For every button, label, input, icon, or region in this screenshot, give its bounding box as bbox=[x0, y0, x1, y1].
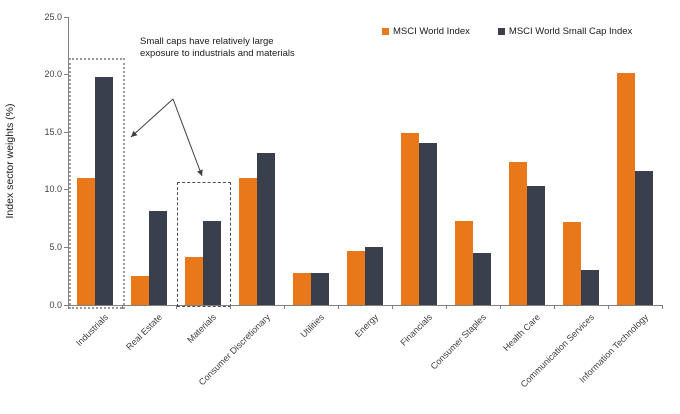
x-tick-mark bbox=[392, 305, 393, 309]
x-tick-mark bbox=[338, 305, 339, 309]
x-tick-mark bbox=[554, 305, 555, 309]
x-axis-label: Real Estate bbox=[124, 312, 165, 352]
bar-real-estate-s1 bbox=[149, 210, 167, 305]
y-tick-label: 20.0 bbox=[44, 69, 62, 80]
x-axis-label: Utilities bbox=[298, 312, 327, 340]
y-tick-mark bbox=[64, 131, 68, 133]
y-tick-label: 15.0 bbox=[44, 126, 62, 137]
bar-energy-s1 bbox=[365, 247, 383, 305]
x-tick-mark bbox=[230, 305, 231, 309]
bar-consumer-staples-s1 bbox=[473, 253, 491, 305]
bar-industrials-s1 bbox=[95, 76, 113, 305]
legend-item-msci-world-index: MSCI World Index bbox=[382, 26, 470, 37]
annotation-text: Small caps have relatively large exposur… bbox=[140, 36, 295, 60]
highlight-box-materials bbox=[177, 181, 231, 307]
x-axis-label: Consumer Discretionary bbox=[196, 312, 273, 388]
bar-consumer-discretionary-s1 bbox=[257, 152, 275, 305]
legend-swatch-orange-icon bbox=[382, 28, 389, 35]
legend-swatch-dark-icon bbox=[497, 28, 505, 35]
bar-materials-s1 bbox=[203, 220, 221, 305]
x-axis-label: Health Care bbox=[501, 312, 543, 354]
x-tick-mark bbox=[662, 305, 663, 309]
legend: MSCI World Index MSCI World Small Cap In… bbox=[382, 26, 632, 37]
legend-item-msci-world-small-cap-index: MSCI World Small Cap Index bbox=[497, 26, 633, 37]
y-tick-label: 10.0 bbox=[44, 184, 62, 195]
highlight-box-industrials bbox=[69, 58, 125, 309]
y-axis-label: Index sector weights (%) bbox=[4, 103, 16, 219]
bar-health-care-s1 bbox=[527, 186, 545, 305]
x-tick-mark bbox=[446, 305, 447, 309]
annotation-line-1: Small caps have relatively large bbox=[140, 36, 274, 47]
y-tick-mark bbox=[64, 246, 68, 248]
bar-communication-services-s0 bbox=[563, 222, 581, 305]
x-tick-mark bbox=[284, 305, 285, 309]
y-tick-label: 5.0 bbox=[49, 241, 62, 252]
bar-real-estate-s0 bbox=[131, 276, 149, 305]
bar-energy-s0 bbox=[347, 250, 365, 305]
x-tick-mark bbox=[500, 305, 501, 309]
bar-utilities-s0 bbox=[293, 272, 311, 305]
y-tick-mark bbox=[64, 189, 68, 191]
x-tick-mark bbox=[122, 305, 123, 309]
bar-materials-s0 bbox=[185, 256, 203, 305]
legend-label: MSCI World Index bbox=[393, 26, 470, 37]
bar-health-care-s0 bbox=[509, 162, 527, 305]
x-tick-mark bbox=[176, 305, 177, 309]
x-tick-mark bbox=[68, 305, 69, 309]
x-axis-label: Energy bbox=[352, 312, 381, 340]
x-axis-label: Industrials bbox=[73, 312, 111, 349]
x-axis-label: Financials bbox=[398, 312, 435, 348]
x-axis-label: Communication Services bbox=[518, 312, 597, 390]
x-axis-label: Materials bbox=[185, 312, 219, 345]
bar-information-technology-s0 bbox=[617, 73, 635, 305]
bar-industrials-s0 bbox=[77, 178, 95, 305]
y-tick-label: 0.0 bbox=[49, 299, 62, 310]
bar-consumer-discretionary-s0 bbox=[239, 178, 257, 305]
x-tick-mark bbox=[608, 305, 609, 309]
bar-financials-s1 bbox=[419, 142, 437, 305]
bar-financials-s0 bbox=[401, 133, 419, 305]
bar-consumer-staples-s0 bbox=[455, 220, 473, 305]
plot-area bbox=[68, 17, 663, 306]
legend-label: MSCI World Small Cap Index bbox=[508, 26, 633, 37]
bar-information-technology-s1 bbox=[635, 171, 653, 305]
y-tick-mark bbox=[64, 74, 68, 76]
y-tick-mark bbox=[64, 304, 68, 306]
bar-communication-services-s1 bbox=[581, 270, 599, 305]
x-axis-label: Consumer Staples bbox=[428, 312, 489, 372]
annotation-line-2: exposure to industrials and materials bbox=[140, 48, 295, 59]
y-tick-label: 25.0 bbox=[44, 11, 62, 22]
y-tick-mark bbox=[64, 16, 68, 18]
x-axis-label: Information Technology bbox=[577, 312, 651, 385]
bar-utilities-s1 bbox=[311, 272, 329, 305]
